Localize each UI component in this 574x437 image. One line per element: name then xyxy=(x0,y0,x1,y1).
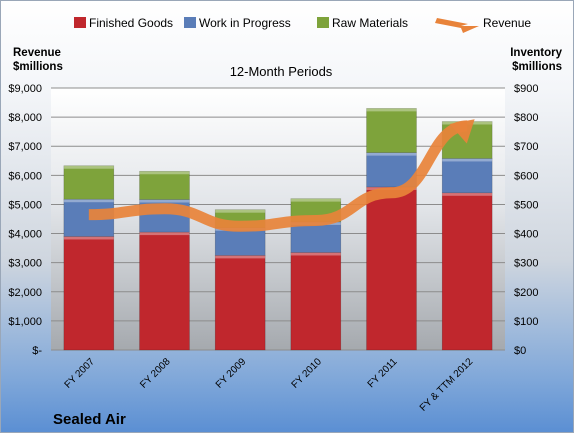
right-tick-label: $400 xyxy=(514,229,538,241)
category-label: FY 2007 xyxy=(63,356,98,391)
bar-highlight xyxy=(140,199,190,202)
left-tick-label: $5,000 xyxy=(8,199,42,211)
bar-finished-goods xyxy=(215,255,265,350)
bar-finished-goods xyxy=(291,252,341,350)
left-tick-label: $6,000 xyxy=(8,170,42,182)
bar-highlight xyxy=(140,171,190,174)
left-tick-label: $3,000 xyxy=(8,258,42,270)
left-tick-label: $4,000 xyxy=(8,229,42,241)
bar-raw-materials xyxy=(140,171,190,199)
chart-title: 12-Month Periods xyxy=(230,64,333,79)
category-label: FY 2010 xyxy=(290,356,325,391)
legend-swatch-finished-goods xyxy=(74,17,86,28)
bar-finished-goods xyxy=(64,236,114,350)
bar-raw-materials xyxy=(64,166,114,199)
legend-label-revenue: Revenue xyxy=(483,16,531,30)
bar-finished-goods xyxy=(140,232,190,350)
bar-highlight xyxy=(291,199,341,202)
left-tick-label: $1,000 xyxy=(8,316,42,328)
right-tick-label: $0 xyxy=(514,345,526,357)
category-label: FY 2008 xyxy=(138,356,173,391)
bar-highlight xyxy=(442,158,492,161)
right-axis-title-line1: Inventory xyxy=(510,47,562,59)
right-tick-label: $600 xyxy=(514,170,538,182)
bar-highlight xyxy=(291,252,341,255)
left-axis-title-line2: $millions xyxy=(13,61,63,73)
bar-highlight xyxy=(442,193,492,196)
left-axis-title-line1: Revenue xyxy=(13,47,61,59)
bar-work-in-progress xyxy=(442,158,492,192)
right-tick-label: $500 xyxy=(514,199,538,211)
bar-highlight xyxy=(367,153,417,156)
bar-finished-goods xyxy=(367,187,417,350)
bar-work-in-progress xyxy=(215,228,265,256)
right-axis-title-line2: $millions xyxy=(512,61,562,73)
right-tick-label: $800 xyxy=(514,112,538,124)
bar-highlight xyxy=(140,232,190,235)
left-tick-label: $2,000 xyxy=(8,287,42,299)
right-tick-label: $300 xyxy=(514,258,538,270)
right-tick-label: $700 xyxy=(514,141,538,153)
legend-swatch-raw-materials xyxy=(317,17,329,28)
legend-label-work-in-progress: Work in Progress xyxy=(199,16,291,30)
legend-swatch-revenue-arrow xyxy=(435,18,479,33)
bar-highlight xyxy=(215,210,265,213)
legend-label-finished-goods: Finished Goods xyxy=(89,16,173,30)
bar-raw-materials xyxy=(367,108,417,152)
category-label: FY 2009 xyxy=(214,356,249,391)
right-tick-label: $100 xyxy=(514,316,538,328)
legend-swatch-work-in-progress xyxy=(184,17,196,28)
right-tick-label: $900 xyxy=(514,83,538,95)
category-label: FY 2011 xyxy=(366,356,400,390)
left-tick-label: $9,000 xyxy=(8,83,42,95)
left-tick-label: $7,000 xyxy=(8,141,42,153)
bar-highlight xyxy=(367,108,417,111)
category-label: FY & TTM 2012 xyxy=(418,356,476,414)
bar-highlight xyxy=(215,255,265,258)
bar-finished-goods xyxy=(442,193,492,350)
left-tick-label: $8,000 xyxy=(8,112,42,124)
bar-highlight xyxy=(64,199,114,202)
bar-highlight xyxy=(64,166,114,169)
right-tick-label: $200 xyxy=(514,287,538,299)
left-tick-label: $- xyxy=(32,345,42,357)
company-name: Sealed Air xyxy=(53,411,126,428)
legend: Finished Goods Work in Progress Raw Mate… xyxy=(74,16,531,33)
bar-highlight xyxy=(64,236,114,239)
legend-label-raw-materials: Raw Materials xyxy=(332,16,408,30)
